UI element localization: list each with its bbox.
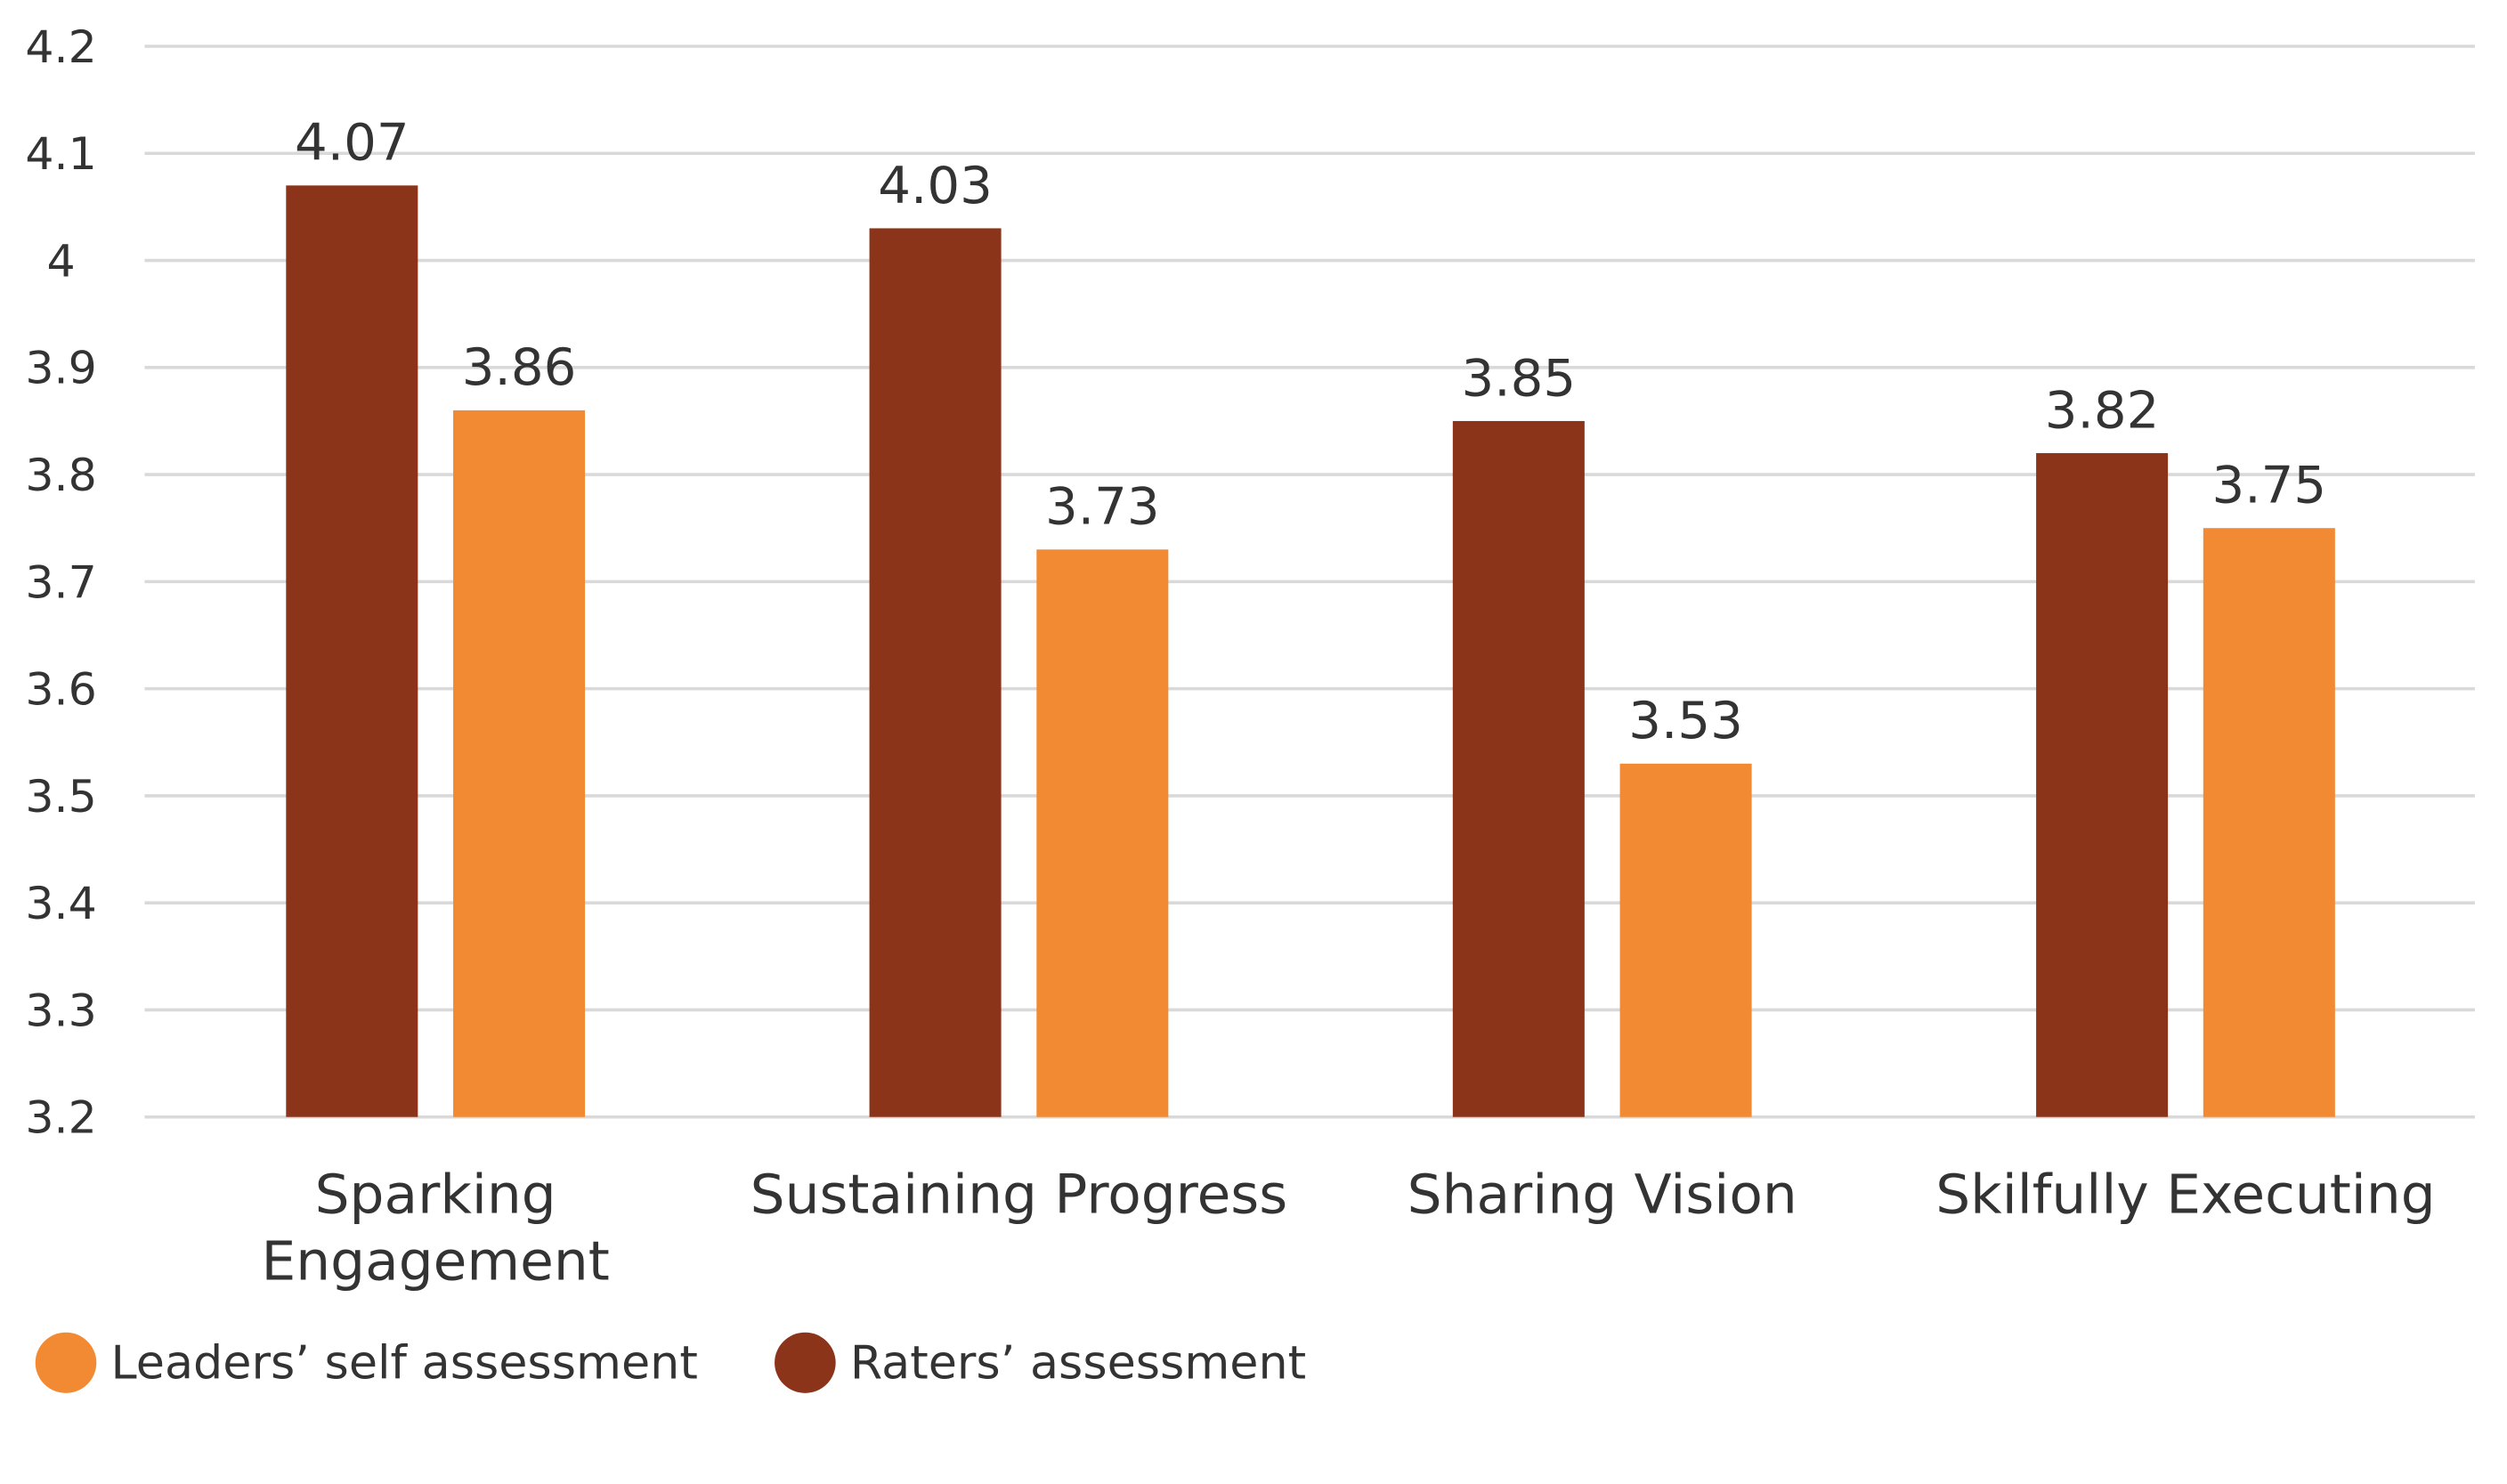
bar-leaders [453,410,586,1117]
y-tick-label: 4.2 [25,20,96,73]
bar-leaders [1619,763,1752,1117]
y-tick-label: 3.7 [25,555,96,608]
data-label: 3.75 [2212,456,2327,515]
y-tick-label: 3.2 [25,1091,96,1144]
y-tick-label: 3.3 [25,985,96,1037]
data-label: 4.07 [295,113,410,173]
y-tick-label: 3.8 [25,449,96,501]
bar-raters [2036,453,2169,1117]
bar-raters [1452,420,1585,1117]
category-label: Skilfully Executing [1935,1163,2435,1226]
category-label: Engagement [262,1230,610,1293]
bar-leaders [2203,528,2335,1117]
category-label: Sparking [315,1163,556,1226]
legend-label: Leaders’ self assessment [111,1337,698,1391]
category-label: Sharing Vision [1408,1163,1797,1226]
y-axis-ticks: 3.2 3.3 3.4 3.5 3.6 3.7 3.8 3.9 4 4.1 4.2 [25,20,96,1144]
bar-raters [286,185,418,1117]
legend: Leaders’ self assessment Raters’ assessme… [35,1332,1306,1393]
legend-swatch-icon [775,1332,836,1393]
y-tick-label: 3.6 [25,663,96,716]
legend-swatch-icon [35,1332,97,1393]
bar-raters [869,228,1002,1117]
y-tick-label: 3.9 [25,342,96,394]
data-label: 3.82 [2045,381,2160,441]
y-tick-label: 3.5 [25,770,96,823]
data-label: 4.03 [878,156,993,215]
data-label: 3.86 [462,337,577,397]
bars: 4.07 3.86 4.03 3.73 3.85 3.53 3.82 3.75 [286,113,2335,1117]
data-label: 3.73 [1045,477,1160,537]
data-label: 3.53 [1628,691,1743,750]
data-label: 3.85 [1462,348,1577,408]
y-tick-label: 4 [47,235,76,288]
y-tick-label: 4.1 [25,127,96,180]
category-label: Sustaining Progress [750,1163,1288,1226]
legend-label: Raters’ assessment [850,1337,1306,1391]
bar-leaders [1036,549,1169,1117]
y-tick-label: 3.4 [25,877,96,929]
